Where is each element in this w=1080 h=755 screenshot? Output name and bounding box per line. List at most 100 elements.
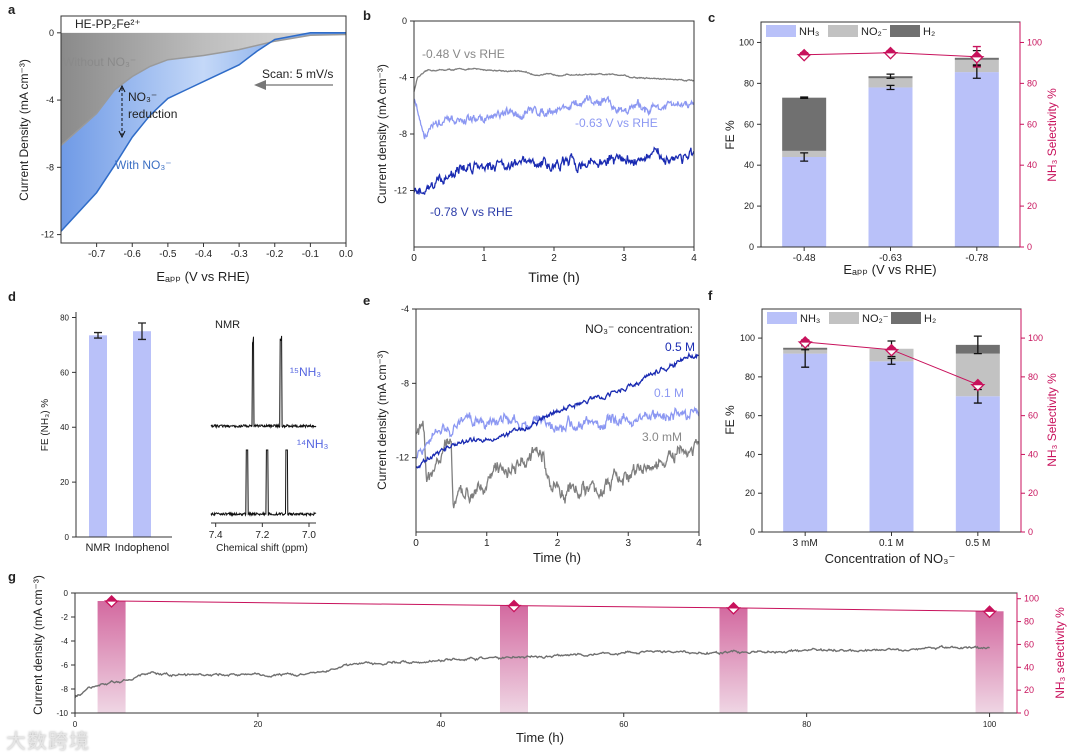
x-tick-label: 4	[696, 538, 702, 549]
selectivity-marker-bottom	[725, 607, 742, 615]
series-line	[413, 94, 695, 140]
nmr-x-label: Chemical shift (ppm)	[216, 543, 308, 554]
without-no3-area	[61, 32, 346, 146]
y-tick-label: 0	[750, 527, 755, 537]
arrow-heads	[118, 84, 126, 139]
y-tick-label: -12	[396, 453, 409, 463]
x-tick-label: 3	[625, 538, 631, 549]
series-line	[413, 146, 695, 196]
legend-label: NH₃	[800, 313, 820, 325]
y-tick-label: -4	[401, 304, 409, 314]
panel-g-selectivity-bars	[97, 600, 1004, 713]
total-error-bar	[800, 96, 809, 99]
y-tick-label: 0	[64, 589, 69, 598]
selectivity-marker-top	[971, 378, 984, 385]
x-tick-label: 7.0	[302, 530, 316, 541]
nmr-title: NMR	[215, 319, 240, 331]
x-tick-label: 1	[484, 538, 490, 549]
category-label: NMR	[85, 542, 110, 554]
x-tick-label: 7.4	[209, 530, 223, 541]
y-tick-label: -8	[399, 129, 407, 139]
x-axis-label: Eₐₚₚ (V vs RHE)	[156, 269, 249, 284]
legend-label: NO₂⁻	[862, 313, 889, 325]
right-axis-label: NH₃ Selectivity %	[1045, 88, 1059, 182]
panel-letter: e	[363, 293, 370, 308]
legend-swatch	[829, 312, 859, 324]
with-no3-label: With NO₃⁻	[115, 158, 172, 172]
bar-nh3	[782, 157, 827, 247]
isotope-label: ¹⁴NH₃	[297, 437, 328, 451]
scan-arrow-head	[254, 80, 266, 90]
panel-letter: f	[708, 288, 713, 303]
y-tick-label: -8	[61, 685, 69, 694]
series-line	[413, 67, 695, 92]
y-tick-label: 80	[744, 78, 754, 88]
x-tick-label: 100	[983, 720, 997, 729]
right-y-tick-label: 40	[1024, 662, 1034, 672]
fe-bar	[133, 331, 151, 537]
y-tick-label: 60	[60, 368, 69, 377]
x-tick-label: 7.2	[255, 530, 269, 541]
scan-rate-label: Scan: 5 mV/s	[262, 67, 333, 81]
x-axis-label: Time (h)	[516, 730, 564, 745]
panel-d: NMR Indophenol 0 20 40 60 80 FE (NH₃) % NMR ¹⁵NH₃…	[40, 312, 328, 554]
y-tick-label: -12	[41, 230, 54, 240]
panel-a: -0.7 -0.6 -0.5 -0.4 -0.3 -0.2 -0.1 0.0 0 -4 -8 -12 E…	[17, 15, 353, 284]
y-axis-label: FE (NH₃) %	[40, 399, 51, 452]
y-tick-label: -4	[61, 637, 69, 646]
right-y-tick-label: 40	[1027, 160, 1037, 170]
y-tick-label: 60	[745, 411, 755, 421]
y-tick-label: -10	[56, 709, 68, 718]
selectivity-bar	[719, 607, 748, 713]
selectivity-marker-bottom	[883, 349, 900, 357]
x-tick-label: 0.5 M	[965, 538, 990, 549]
selectivity-marker-top	[970, 50, 983, 57]
selectivity-marker-bottom	[506, 604, 522, 613]
right-y-tick-label: 80	[1028, 372, 1038, 382]
y-tick-label: 0	[65, 533, 70, 542]
x-tick-label: 20	[253, 720, 262, 729]
legend-swatch	[828, 25, 858, 37]
x-tick-label: 1	[481, 253, 487, 264]
without-no3-label: Without NO₃⁻	[63, 55, 136, 69]
selectivity-bar	[975, 611, 1004, 713]
bar-nh3	[868, 87, 913, 247]
y-axis-label: FE %	[723, 120, 737, 150]
nh3-error-bar	[887, 357, 896, 365]
y-tick-label: 0	[402, 16, 407, 26]
right-y-tick-label: 80	[1024, 617, 1034, 627]
x-axis-label: Eₐₚₚ (V vs RHE)	[843, 262, 936, 277]
x-tick-label: -0.2	[266, 249, 284, 260]
x-tick-label: 0.0	[339, 249, 353, 260]
legend-label: NH₃	[799, 26, 819, 38]
legend-label: NO₂⁻	[861, 26, 888, 38]
selectivity-marker-bottom	[882, 52, 899, 60]
x-tick-label: 60	[619, 720, 628, 729]
right-y-tick-label: 100	[1028, 333, 1043, 343]
y-tick-label: 100	[739, 37, 754, 47]
x-tick-label: -0.3	[231, 249, 249, 260]
y-tick-label: 80	[60, 313, 69, 322]
x-tick-label: 0	[411, 253, 417, 264]
x-tick-label: 3	[621, 253, 627, 264]
y-axis-label: Current Density (mA cm⁻³)	[17, 59, 31, 201]
panel-e: 0 1 2 3 4 -4 -8 -12 Time (h) Current density (mA …	[375, 304, 702, 565]
with-no3-area	[61, 32, 346, 232]
y-tick-label: 0	[49, 28, 54, 38]
right-y-tick-label: 60	[1028, 411, 1038, 421]
nmr-spectrum	[210, 335, 317, 430]
y-tick-label: -6	[61, 661, 69, 670]
total-error-bar	[973, 335, 982, 355]
selectivity-marker-top	[983, 605, 996, 612]
fe-bar	[89, 335, 107, 537]
selectivity-marker-top	[799, 335, 812, 342]
y-tick-label: -8	[401, 378, 409, 388]
x-tick-label: -0.5	[159, 249, 177, 260]
legend-label: H₂	[924, 313, 936, 325]
x-tick-label: -0.78	[965, 253, 988, 264]
nmr-spectrum	[210, 449, 317, 518]
x-tick-label: 0	[73, 720, 78, 729]
right-y-tick-label: 0	[1028, 527, 1033, 537]
reduction-label-2: reduction	[128, 107, 177, 121]
y-tick-label: -8	[46, 162, 54, 172]
